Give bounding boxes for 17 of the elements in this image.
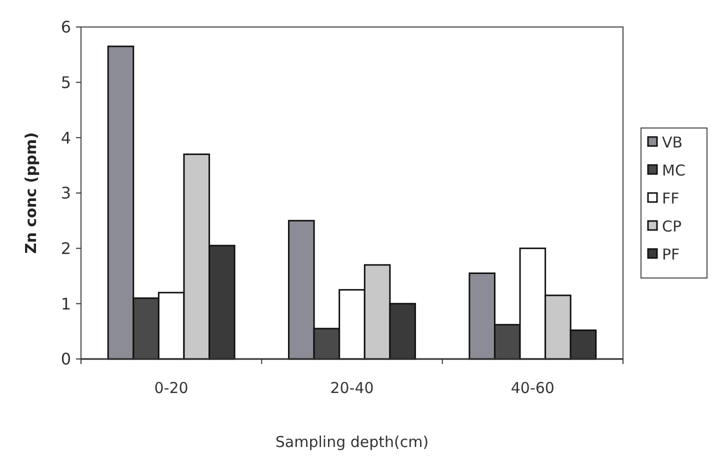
y-tick-label: 0 [60, 350, 71, 369]
x-tick-label: 0-20 [154, 379, 188, 397]
y-tick-label: 1 [60, 294, 71, 314]
legend-label: CP [662, 217, 682, 236]
x-tick-label: 20-40 [330, 379, 374, 397]
y-tick-label: 3 [60, 184, 71, 203]
y-tick-label: 4 [60, 128, 71, 148]
y-tick-label: 6 [60, 18, 71, 37]
y-axis-title: Zn conc (ppm) [22, 132, 40, 254]
y-tick-label: 5 [60, 72, 71, 92]
legend-label: VB [662, 133, 683, 152]
legend-label: PF [662, 245, 680, 264]
legend-label: MC [662, 161, 686, 180]
y-tick-label: 2 [60, 238, 71, 258]
legend-label: FF [662, 189, 680, 208]
x-tick-label: 40-60 [510, 379, 554, 397]
x-axis-title: Sampling depth(cm) [275, 433, 429, 451]
